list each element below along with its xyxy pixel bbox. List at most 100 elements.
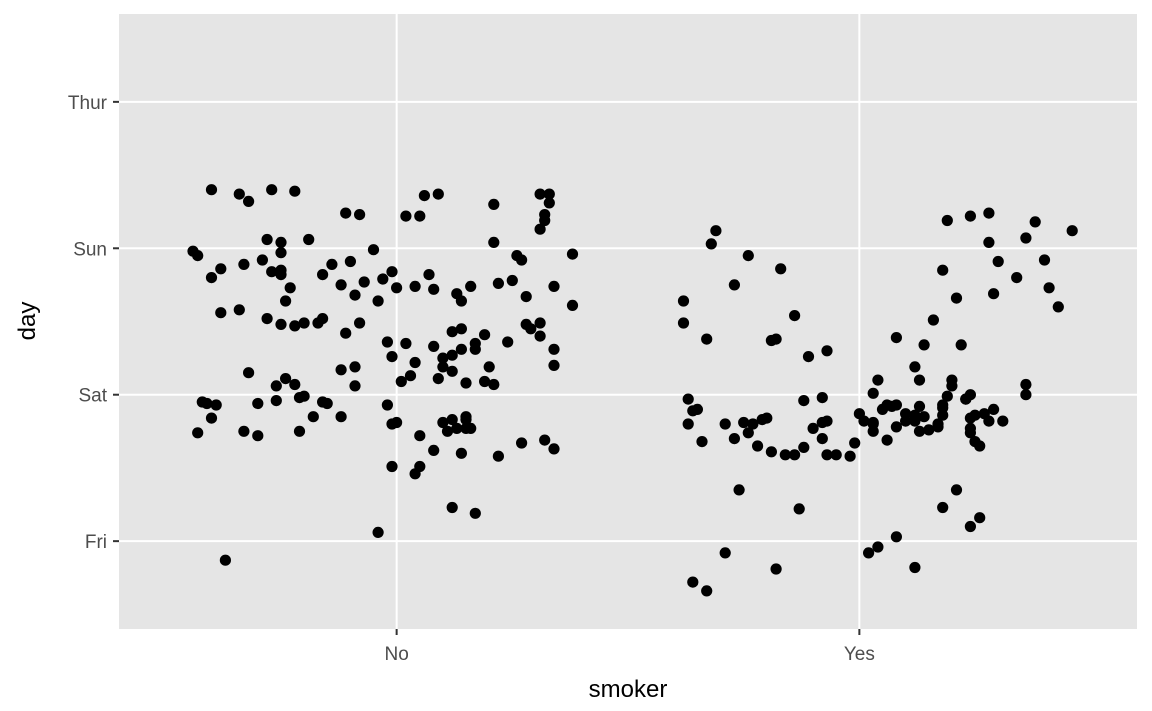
data-point — [853, 408, 866, 420]
data-point — [890, 332, 903, 344]
data-point — [261, 313, 273, 325]
data-point — [243, 195, 255, 207]
data-point — [252, 430, 264, 442]
data-point — [789, 449, 801, 461]
data-point — [863, 547, 875, 559]
data-point — [913, 425, 926, 437]
data-point — [983, 207, 995, 219]
data-point — [205, 412, 218, 424]
data-point — [516, 437, 528, 449]
data-point — [534, 317, 546, 329]
data-point — [446, 349, 458, 361]
data-point — [395, 375, 407, 388]
data-point — [682, 418, 694, 430]
data-point — [293, 425, 306, 437]
data-point — [307, 411, 319, 423]
data-point — [460, 411, 472, 423]
data-point — [752, 440, 764, 452]
data-point — [728, 279, 741, 291]
data-point — [446, 326, 458, 338]
data-point — [798, 441, 810, 453]
data-point — [502, 336, 514, 348]
y-tick-label-fri: Fri — [85, 532, 107, 553]
data-point — [400, 337, 412, 350]
data-point — [270, 395, 282, 407]
data-point — [340, 327, 352, 339]
data-point — [326, 258, 338, 270]
data-point — [275, 318, 287, 330]
data-point — [455, 295, 467, 307]
data-point — [867, 387, 879, 399]
data-point — [1038, 254, 1051, 266]
data-point — [941, 214, 953, 227]
data-point — [779, 449, 791, 461]
data-point — [983, 236, 995, 248]
x-axis: No Yes — [384, 629, 875, 665]
y-axis: Fri Sat Sun Thur — [68, 93, 119, 553]
data-point — [284, 282, 296, 294]
data-point — [409, 356, 421, 369]
data-point — [872, 374, 884, 386]
data-point — [756, 414, 768, 426]
data-point — [215, 307, 227, 319]
data-point — [886, 400, 898, 412]
data-point — [261, 233, 273, 246]
data-point — [432, 373, 444, 385]
data-point — [867, 418, 879, 430]
data-point — [964, 427, 977, 439]
data-point — [677, 295, 690, 307]
data-point — [335, 364, 347, 376]
data-point — [335, 279, 347, 291]
data-point — [266, 266, 278, 278]
data-point — [298, 390, 310, 402]
data-point — [937, 402, 949, 414]
data-point — [1011, 272, 1023, 284]
data-point — [317, 313, 329, 325]
data-point — [460, 377, 472, 389]
data-point — [969, 436, 981, 448]
data-point — [950, 292, 963, 304]
data-point — [719, 547, 731, 559]
data-point — [469, 343, 481, 355]
x-axis-title: smoker — [589, 676, 668, 703]
data-point — [289, 378, 301, 391]
data-point — [488, 236, 500, 248]
data-point — [455, 447, 467, 459]
data-point — [1020, 389, 1032, 401]
data-point — [849, 437, 861, 449]
data-point — [946, 380, 958, 392]
data-point — [391, 416, 403, 429]
data-point — [437, 416, 449, 429]
data-point — [701, 585, 713, 597]
data-point — [909, 409, 921, 421]
data-point — [1020, 378, 1032, 391]
data-point — [821, 449, 833, 461]
data-point — [409, 280, 421, 292]
data-point — [414, 430, 426, 442]
data-point — [830, 449, 842, 461]
data-point — [358, 276, 370, 288]
data-point — [844, 450, 856, 462]
data-point — [900, 415, 912, 427]
data-point — [233, 304, 245, 316]
data-point — [243, 367, 255, 379]
data-point — [543, 197, 555, 209]
data-point — [765, 446, 778, 458]
data-point — [488, 198, 500, 210]
data-point — [377, 273, 389, 285]
data-point — [923, 424, 935, 436]
data-point — [798, 395, 810, 407]
data-point — [404, 370, 417, 382]
data-point — [451, 422, 463, 434]
data-point — [710, 225, 722, 237]
data-point — [1043, 282, 1055, 294]
y-axis-title: day — [14, 302, 41, 341]
data-point — [738, 416, 750, 429]
data-point — [233, 188, 245, 200]
data-point — [492, 450, 504, 462]
data-point — [821, 415, 833, 427]
data-point — [506, 274, 518, 287]
data-point — [317, 269, 329, 281]
data-point — [534, 223, 546, 235]
